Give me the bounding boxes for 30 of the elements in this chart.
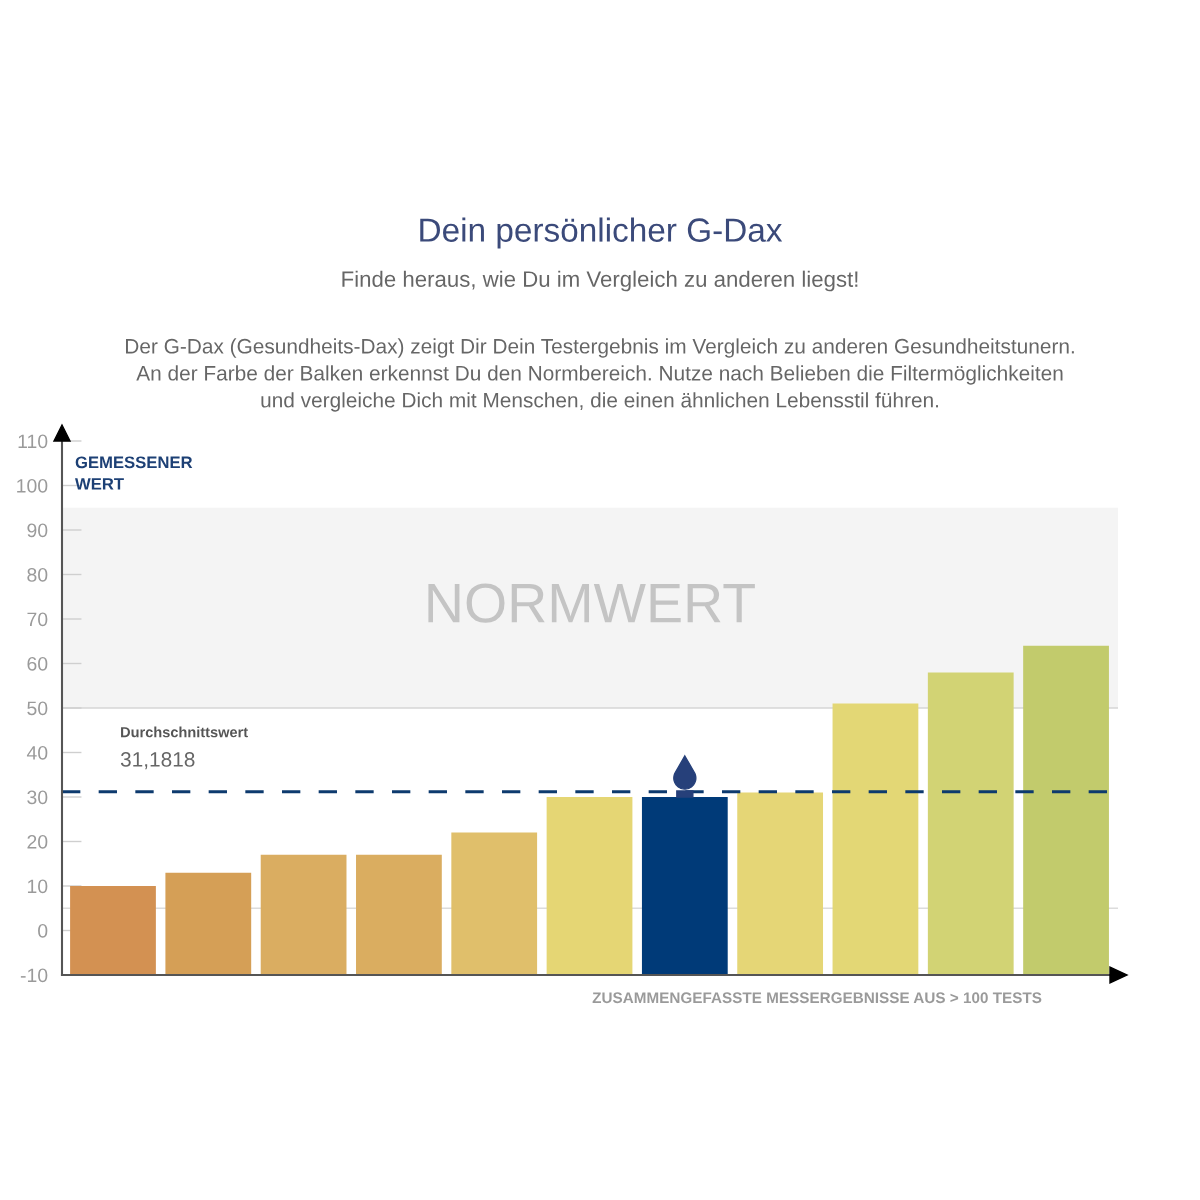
y-tick-label: 10	[27, 879, 48, 894]
bar	[451, 832, 538, 975]
bar	[832, 703, 919, 975]
bar	[356, 854, 442, 975]
bar	[927, 672, 1014, 975]
chart-subtitle: Finde heraus, wie Du im Vergleich zu anderen liegst!	[342, 270, 858, 292]
y-tick-label: 40	[26, 745, 48, 760]
y-tick-label: 20	[27, 834, 48, 849]
y-tick-label: 70	[27, 612, 48, 627]
x-axis-title: ZUSAMMENGEFASSTE MESSERGEBNISSE AUS > 100 TESTS	[592, 992, 1042, 1004]
y-tick-label: 100	[17, 478, 48, 493]
y-axis-title: GEMESSENER WERT	[75, 456, 193, 490]
bar	[165, 872, 252, 975]
y-tick-label: 90	[27, 523, 48, 538]
y-tick-label: -10	[20, 968, 48, 983]
bar	[70, 886, 156, 975]
ref-line-label: Durchschnittswert 31,1818	[120, 726, 248, 770]
chart-title: Dein persönlicher G-Dax	[420, 217, 783, 249]
bar	[641, 797, 728, 975]
y-tick-label: 30	[27, 790, 48, 805]
y-tick-label: 50	[27, 701, 48, 716]
y-tick-label: 80	[27, 567, 48, 582]
bar	[260, 854, 347, 975]
y-tick-label: 110	[18, 434, 48, 449]
y-tick-label: 60	[27, 656, 48, 671]
y-tick-label: 0	[38, 923, 48, 938]
bar	[1023, 645, 1109, 975]
text: Der G-Dax (Gesundheits-Dax) zeigt Dir Dein Testergebnis im Vergleich zu anderen Gesundheitstunern. An der Farbe der Balken erkennst Du den Normbereich. Nutze nach Belieben die Filtermöglichkeiten und vergleiche Dich mit Menschen, die einen ähnlichen Lebensstil führen.	[126, 338, 1074, 412]
bar	[546, 797, 633, 975]
bar	[737, 792, 824, 975]
